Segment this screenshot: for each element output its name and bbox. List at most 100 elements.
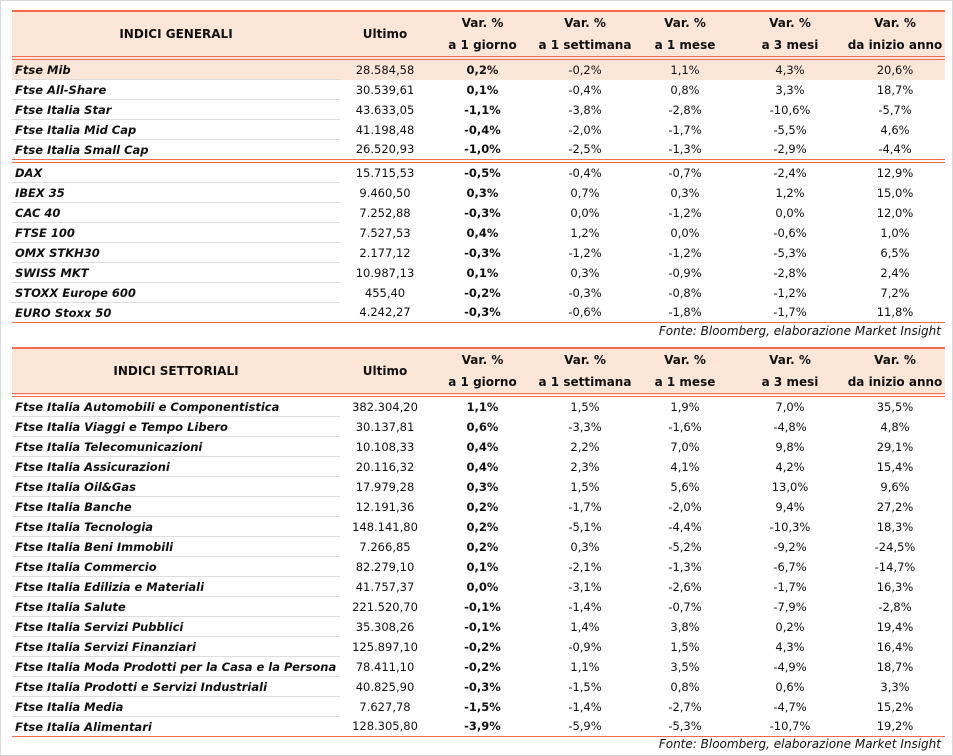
col-ytd: Var. % da inizio anno bbox=[845, 10, 945, 60]
last-value: 10.108,33 bbox=[355, 439, 415, 454]
table-row: Ftse Italia Prodotti e Servizi Industria… bbox=[12, 676, 945, 697]
var-1w: 0,3% bbox=[570, 539, 600, 554]
var-ytd: 18,3% bbox=[876, 519, 914, 534]
var-ytd: 3,3% bbox=[880, 679, 910, 694]
var-1m: -2,6% bbox=[668, 579, 702, 594]
var-3m: -4,8% bbox=[773, 419, 807, 434]
var-1w: 0,0% bbox=[570, 205, 600, 220]
col-1m: Var. % a 1 mese bbox=[635, 10, 735, 60]
var-1w: 1,1% bbox=[570, 659, 600, 674]
var-ytd: 19,2% bbox=[845, 716, 945, 737]
last-value: 455,40 bbox=[364, 285, 406, 300]
var-1d: 0,2% bbox=[466, 499, 499, 514]
index-name: Ftse Italia Small Cap bbox=[12, 139, 340, 163]
var-1w: -0,4% bbox=[568, 165, 602, 180]
var-1w: 2,3% bbox=[570, 459, 600, 474]
var-1w: -0,3% bbox=[568, 285, 602, 300]
header-row: INDICI GENERALI Ultimo Var. % a 1 giorno … bbox=[12, 10, 945, 60]
table-row: Ftse All-Share 30.539,61 0,1% -0,4% 0,8% 3,3%… bbox=[12, 79, 945, 100]
var-ytd: -5,7% bbox=[878, 102, 912, 117]
var-1d: 0,4% bbox=[466, 459, 499, 474]
var-ytd: 6,5% bbox=[880, 245, 910, 260]
var-1m: 1,5% bbox=[670, 639, 700, 654]
var-1d: -1,0% bbox=[430, 139, 535, 163]
var-1d: -0,4% bbox=[464, 122, 501, 137]
var-1w: -3,1% bbox=[568, 579, 602, 594]
var-ytd: 7,2% bbox=[880, 285, 910, 300]
var-ytd: 1,0% bbox=[880, 225, 910, 240]
var-ytd: -24,5% bbox=[874, 539, 916, 554]
var-1d: 0,4% bbox=[466, 439, 499, 454]
last-value: 78.411,10 bbox=[355, 659, 415, 674]
var-ytd: 15,0% bbox=[876, 185, 914, 200]
var-1m: 3,5% bbox=[670, 659, 700, 674]
index-name: SWISS MKT bbox=[12, 262, 340, 283]
var-3m: 3,3% bbox=[775, 82, 805, 97]
index-name: Ftse Italia Servizi Pubblici bbox=[12, 616, 340, 637]
var-ytd: -2,8% bbox=[878, 599, 912, 614]
var-3m: -1,7% bbox=[773, 579, 807, 594]
var-1d: -0,5% bbox=[464, 165, 501, 180]
var-1d: 0,3% bbox=[466, 185, 499, 200]
index-name: Ftse Italia Beni Immobili bbox=[12, 536, 340, 557]
var-1d: 0,1% bbox=[466, 265, 499, 280]
last-value: 12.191,36 bbox=[355, 499, 415, 514]
var-1w: 1,5% bbox=[570, 479, 600, 494]
var-1w: -0,9% bbox=[568, 639, 602, 654]
table-row: Ftse Italia Media 7.627,78 -1,5% -1,4% -2,7%… bbox=[12, 696, 945, 717]
var-1w: -2,1% bbox=[568, 559, 602, 574]
var-1d: 0,1% bbox=[466, 559, 499, 574]
var-1d: 0,4% bbox=[466, 225, 499, 240]
var-ytd: 9,6% bbox=[880, 479, 910, 494]
var-1m: -0,7% bbox=[668, 165, 702, 180]
index-name: Ftse Italia Assicurazioni bbox=[12, 456, 340, 477]
var-1m: 3,8% bbox=[670, 619, 700, 634]
var-ytd: 20,6% bbox=[845, 58, 945, 80]
last-value: 148.141,80 bbox=[352, 519, 418, 534]
var-1w: -0,4% bbox=[568, 82, 602, 97]
var-1d: -0,3% bbox=[464, 245, 501, 260]
var-1w: 1,4% bbox=[570, 619, 600, 634]
table-title: INDICI SETTORIALI bbox=[12, 347, 340, 397]
index-name: Ftse Italia Telecomunicazioni bbox=[12, 436, 340, 457]
table-row: Ftse Italia Banche 12.191,36 0,2% -1,7% -2,0… bbox=[12, 496, 945, 517]
var-1m: 7,0% bbox=[670, 439, 700, 454]
var-1d: -0,1% bbox=[464, 619, 501, 634]
col-3m: Var. % a 3 mesi bbox=[735, 347, 845, 397]
col-1m: Var. % a 1 mese bbox=[635, 347, 735, 397]
var-3m: 9,8% bbox=[775, 439, 805, 454]
var-1w: -1,5% bbox=[568, 679, 602, 694]
var-ytd: -14,7% bbox=[874, 559, 916, 574]
index-name: Ftse All-Share bbox=[12, 79, 340, 100]
table-row: Ftse Italia Star 43.633,05 -1,1% -3,8% -2,8%… bbox=[12, 99, 945, 120]
index-name: OMX STKH30 bbox=[12, 242, 340, 263]
var-1w: -2,5% bbox=[535, 139, 635, 163]
var-1w: -0,6% bbox=[535, 302, 635, 323]
col-3m: Var. % a 3 mesi bbox=[735, 10, 845, 60]
header-row: INDICI SETTORIALI Ultimo Var. % a 1 giorn… bbox=[12, 347, 945, 397]
col-1w: Var. % a 1 settimana bbox=[535, 347, 635, 397]
var-1d: -0,3% bbox=[464, 679, 501, 694]
var-1w: -1,2% bbox=[568, 245, 602, 260]
col-1d: Var. % a 1 giorno bbox=[430, 10, 535, 60]
var-3m: 7,0% bbox=[775, 399, 805, 414]
table-row: SWISS MKT 10.987,13 0,1% 0,3% -0,9% -2,8% 2,4% bbox=[12, 262, 945, 283]
var-ytd: 15,4% bbox=[876, 459, 914, 474]
var-1m: -0,9% bbox=[668, 265, 702, 280]
var-3m: -5,5% bbox=[773, 122, 807, 137]
table-row: Ftse Italia Small Cap 26.520,93 -1,0% -2,5%… bbox=[12, 139, 945, 163]
col-ytd: Var. % da inizio anno bbox=[845, 347, 945, 397]
table-row: DAX 15.715,53 -0,5% -0,4% -0,7% -2,4% 12,9% bbox=[12, 161, 945, 183]
last-value: 7.266,85 bbox=[359, 539, 411, 554]
var-ytd: 4,8% bbox=[880, 419, 910, 434]
index-name: Ftse Italia Servizi Finanziari bbox=[12, 636, 340, 657]
source-note: Fonte: Bloomberg, elaborazione Market In… bbox=[658, 737, 941, 751]
var-1w: -3,3% bbox=[568, 419, 602, 434]
table-row: Ftse Italia Salute 221.520,70 -0,1% -1,4% -0… bbox=[12, 596, 945, 617]
last-value: 9.460,50 bbox=[359, 185, 411, 200]
last-value: 41.198,48 bbox=[355, 122, 415, 137]
index-name: EURO Stoxx 50 bbox=[12, 302, 340, 323]
var-3m: -2,8% bbox=[773, 265, 807, 280]
var-1m: -1,8% bbox=[635, 302, 735, 323]
table-row: FTSE 100 7.527,53 0,4% 1,2% 0,0% -0,6% 1,0% bbox=[12, 222, 945, 243]
